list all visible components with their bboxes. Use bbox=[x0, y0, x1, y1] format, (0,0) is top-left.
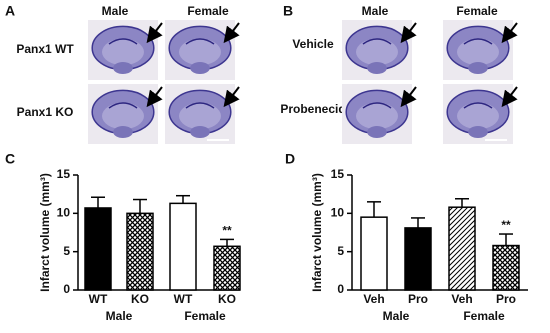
arrow bbox=[223, 86, 240, 108]
arrow bbox=[223, 22, 240, 44]
brain-stem bbox=[113, 62, 133, 74]
brain-stem bbox=[190, 126, 210, 138]
panel-letter: C bbox=[5, 151, 15, 167]
row-label: Probenecid bbox=[280, 102, 345, 116]
brain-stem bbox=[468, 126, 488, 138]
bar bbox=[360, 216, 388, 291]
brain-core bbox=[179, 102, 221, 130]
ventricle bbox=[185, 102, 215, 109]
bar bbox=[448, 206, 476, 291]
ventricle bbox=[185, 38, 215, 45]
brain-core bbox=[356, 102, 398, 130]
arrow bbox=[400, 22, 417, 44]
ventricle bbox=[362, 102, 392, 109]
x-tick-label: Veh bbox=[451, 292, 472, 306]
panel-letter: B bbox=[283, 3, 293, 19]
arrow bbox=[501, 86, 518, 108]
arrow bbox=[146, 22, 163, 44]
x-tick-label: KO bbox=[218, 292, 236, 306]
y-axis-label: Infarct volume (mm³) bbox=[38, 173, 52, 292]
bar bbox=[169, 202, 197, 291]
bar bbox=[126, 212, 154, 291]
significance: ** bbox=[501, 218, 511, 232]
x-tick-label: Pro bbox=[408, 292, 428, 306]
brain-core bbox=[356, 38, 398, 66]
bar bbox=[213, 245, 241, 291]
column-label: Male bbox=[362, 4, 389, 18]
row-label: Panx1 WT bbox=[16, 42, 74, 56]
bar bbox=[84, 207, 112, 291]
ventricle bbox=[463, 102, 493, 109]
row-label: Panx1 KO bbox=[17, 105, 74, 119]
y-tick-label: 10 bbox=[331, 206, 345, 220]
bar bbox=[404, 227, 432, 291]
brain-core bbox=[457, 102, 499, 130]
y-tick-label: 5 bbox=[63, 244, 70, 258]
y-axis-label: Infarct volume (mm³) bbox=[310, 173, 324, 292]
x-tick-label: WT bbox=[174, 292, 193, 306]
y-tick-label: 15 bbox=[331, 167, 345, 181]
x-tick-label: KO bbox=[131, 292, 149, 306]
brain-stem bbox=[113, 126, 133, 138]
y-tick-label: 0 bbox=[63, 282, 70, 296]
y-tick-label: 15 bbox=[57, 167, 71, 181]
y-tick-label: 0 bbox=[337, 282, 344, 296]
ventricle bbox=[108, 38, 138, 45]
brain-stem bbox=[367, 62, 387, 74]
brain-core bbox=[102, 38, 144, 66]
column-label: Female bbox=[187, 4, 229, 18]
y-tick-label: 10 bbox=[57, 206, 71, 220]
x-tick-label: Pro bbox=[496, 292, 516, 306]
group-label: Male bbox=[106, 309, 133, 323]
column-label: Female bbox=[456, 4, 498, 18]
arrow bbox=[400, 86, 417, 108]
group-label: Male bbox=[383, 309, 410, 323]
x-tick-label: Veh bbox=[363, 292, 384, 306]
brain-stem bbox=[367, 126, 387, 138]
column-label: Male bbox=[102, 4, 129, 18]
brain-stem bbox=[468, 62, 488, 74]
group-label: Female bbox=[463, 309, 505, 323]
arrow bbox=[146, 86, 163, 108]
group-label: Female bbox=[184, 309, 226, 323]
brain-core bbox=[179, 38, 221, 66]
ventricle bbox=[108, 102, 138, 109]
panel-letter: D bbox=[285, 151, 295, 167]
ventricle bbox=[463, 38, 493, 45]
x-tick-label: WT bbox=[89, 292, 108, 306]
brain-core bbox=[457, 38, 499, 66]
y-tick-label: 5 bbox=[337, 244, 344, 258]
panel-letter: A bbox=[5, 3, 15, 19]
brain-stem bbox=[190, 62, 210, 74]
ventricle bbox=[362, 38, 392, 45]
bar bbox=[492, 244, 520, 291]
brain-core bbox=[102, 102, 144, 130]
row-label: Vehicle bbox=[292, 37, 334, 51]
significance: ** bbox=[222, 224, 232, 238]
arrow bbox=[501, 22, 518, 44]
